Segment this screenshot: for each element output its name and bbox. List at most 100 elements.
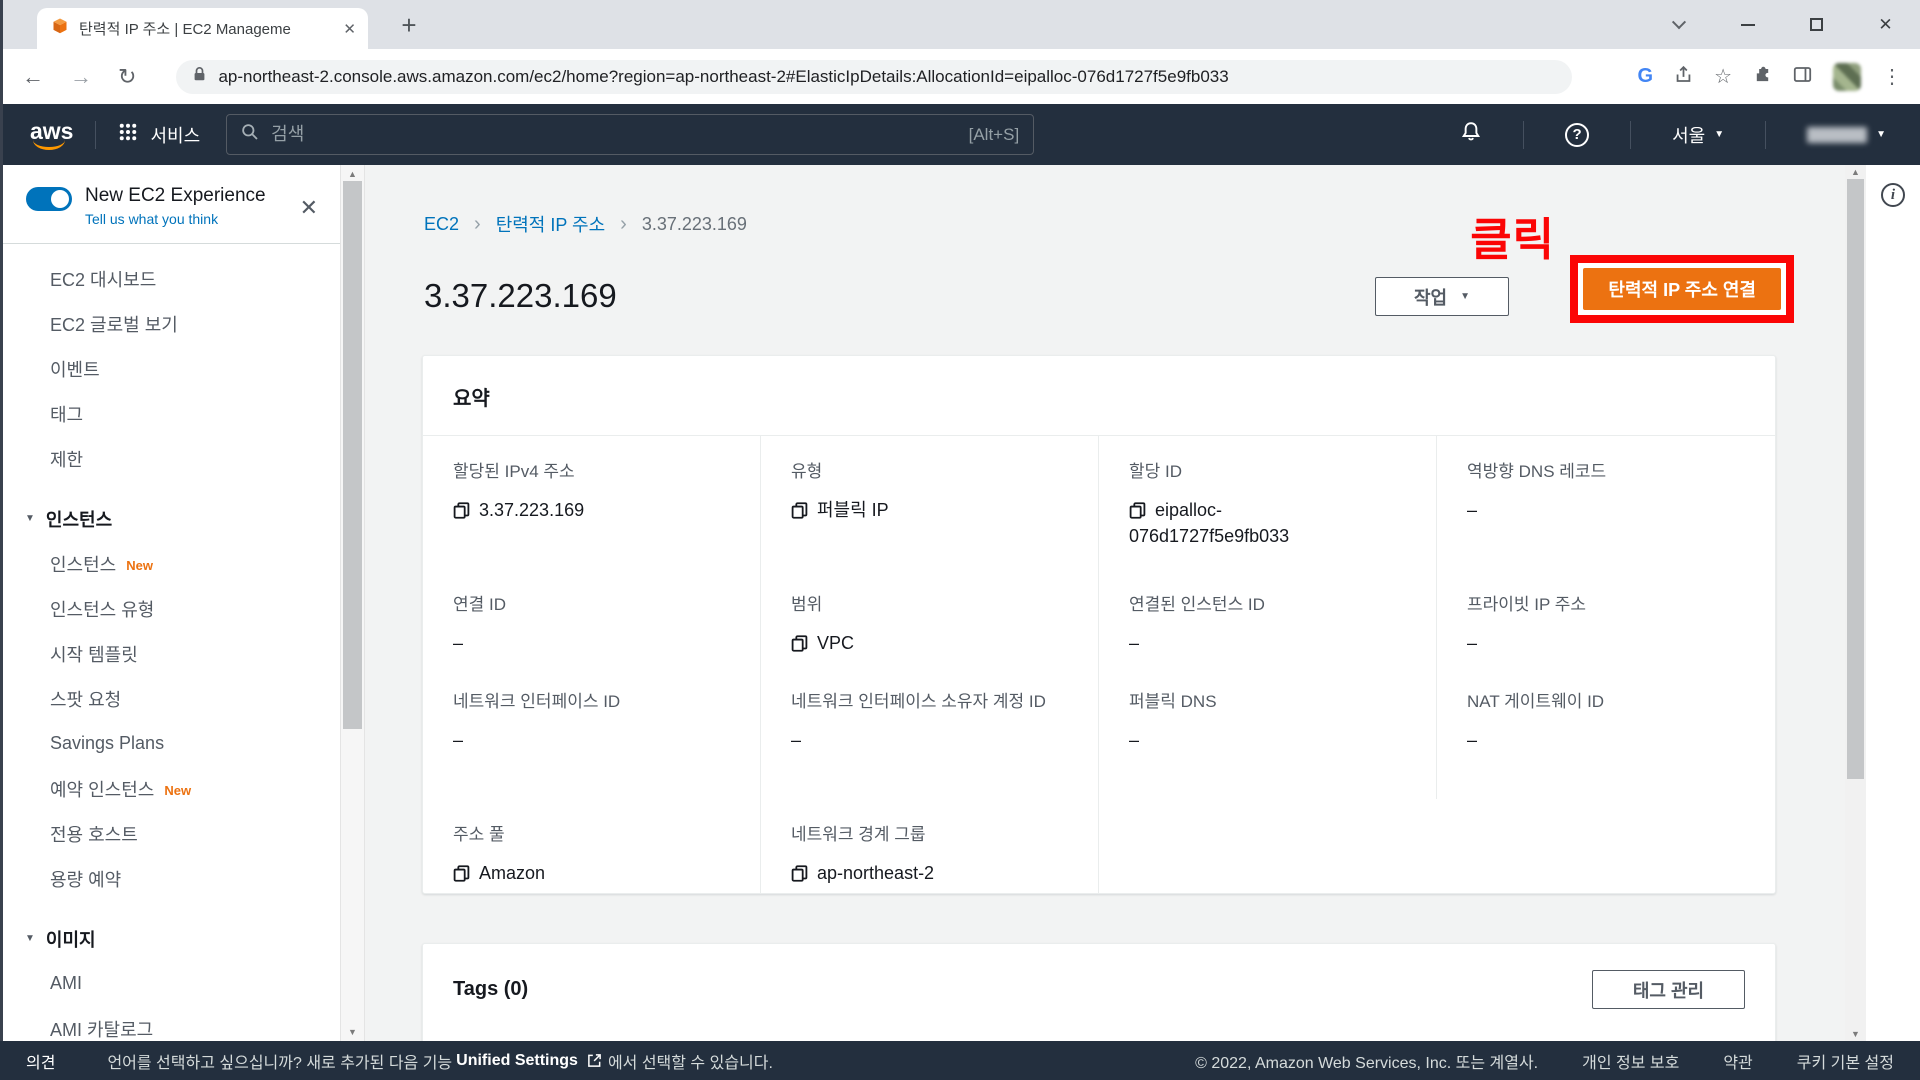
reload-icon[interactable]: ↻ — [118, 63, 137, 89]
address-bar[interactable]: ap-northeast-2.console.aws.amazon.com/ec… — [176, 59, 1573, 94]
help-icon[interactable]: ? — [1565, 122, 1590, 147]
scroll-down-icon[interactable]: ▼ — [1851, 1029, 1860, 1039]
field-private-ip: 프라이빗 IP 주소 – — [1467, 595, 1587, 653]
lock-icon — [192, 66, 207, 87]
main-scrollbar[interactable]: ▲ ▼ — [1845, 165, 1866, 1041]
search-input[interactable] — [271, 124, 957, 145]
new-experience-banner: New EC2 Experience Tell us what you thin… — [0, 165, 340, 244]
cookie-preferences-link[interactable]: 쿠키 기본 설정 — [1796, 1054, 1894, 1072]
field-type: 유형 퍼블릭 IP — [761, 436, 1099, 569]
copy-icon[interactable] — [791, 635, 808, 652]
privacy-link[interactable]: 개인 정보 보호 — [1582, 1054, 1680, 1072]
maximize-button[interactable] — [1782, 0, 1851, 49]
ec2-sidebar: New EC2 Experience Tell us what you thin… — [0, 165, 340, 1041]
sidebar-item-limits[interactable]: 제한 — [50, 449, 84, 470]
summary-card: 요약 할당된 IPv4 주소 3.37.223.169 유형 퍼블릭 IP 할당… — [422, 355, 1776, 894]
sidebar-item-capacity-reservations[interactable]: 용량 예약 — [50, 869, 122, 890]
back-icon[interactable]: ← — [22, 63, 44, 89]
copy-icon[interactable] — [453, 865, 470, 882]
region-label: 서울 — [1672, 125, 1706, 146]
tab-title: 탄력적 IP 주소 | EC2 Manageme — [79, 21, 291, 38]
field-association-id: 연결 ID – — [423, 569, 761, 666]
new-tab-button[interactable]: + — [401, 10, 417, 40]
notifications-bell-icon[interactable] — [1460, 121, 1482, 148]
scrollbar-thumb[interactable] — [1847, 179, 1864, 779]
sidebar-item-ami-catalog[interactable]: AMI 카탈로그 — [50, 1019, 154, 1040]
sidebar-item-ec2-global-view[interactable]: EC2 글로벌 보기 — [50, 314, 178, 335]
experience-toggle[interactable] — [26, 187, 72, 211]
region-selector[interactable]: 서울 ▼ — [1672, 122, 1724, 148]
browser-tab[interactable]: 탄력적 IP 주소 | EC2 Manageme ✕ — [37, 8, 368, 49]
sidebar-item-dedicated-hosts[interactable]: 전용 호스트 — [50, 824, 138, 845]
sidebar-item-reserved-instances[interactable]: 예약 인스턴스 New — [50, 779, 192, 800]
manage-tags-button[interactable]: 태그 관리 — [1592, 970, 1745, 1009]
aws-top-nav: aws 서비스 [Alt+S] ? 서울 ▼ — [0, 104, 1920, 165]
search-icon — [241, 123, 259, 146]
field-allocation-id: 할당 ID eipalloc-076d1727f5e9fb033 — [1099, 436, 1437, 569]
ec2-favicon-icon — [51, 17, 69, 40]
services-menu[interactable]: 서비스 — [118, 122, 200, 148]
account-menu[interactable]: ▼ — [1807, 126, 1886, 143]
section-caret-icon: ▼ — [25, 513, 35, 524]
associate-elastic-ip-button[interactable]: 탄력적 IP 주소 연결 — [1583, 268, 1781, 310]
sidebar-item-tags[interactable]: 태그 — [50, 404, 84, 425]
field-associated-instance-id: 연결된 인스턴스 ID – — [1099, 569, 1437, 666]
sidebar-close-icon[interactable]: ✕ — [299, 195, 318, 220]
tab-search-chevron-icon[interactable] — [1644, 0, 1713, 49]
sidebar-item-instance-types[interactable]: 인스턴스 유형 — [50, 599, 155, 620]
sidebar-item-events[interactable]: 이벤트 — [50, 359, 100, 380]
info-icon[interactable]: i — [1881, 183, 1905, 207]
browser-menu-kebab-icon[interactable]: ⋮ — [1882, 66, 1902, 88]
nav-divider — [1765, 120, 1767, 149]
services-grid-icon — [118, 122, 138, 147]
info-panel-strip: i — [1866, 165, 1920, 1041]
breadcrumb-elastic-ip[interactable]: 탄력적 IP 주소 — [495, 215, 606, 235]
forward-icon[interactable]: → — [70, 63, 92, 89]
sidebar-item-launch-templates[interactable]: 시작 템플릿 — [50, 644, 138, 665]
search-shortcut: [Alt+S] — [968, 124, 1020, 144]
minimize-button[interactable] — [1713, 0, 1782, 49]
breadcrumb-ec2[interactable]: EC2 — [424, 213, 460, 234]
extensions-puzzle-icon[interactable] — [1753, 65, 1772, 89]
sidebar-scrollbar[interactable]: ▲ ▼ — [340, 165, 365, 1041]
close-window-button[interactable]: ✕ — [1878, 14, 1893, 34]
scroll-up-icon[interactable]: ▲ — [1851, 167, 1860, 177]
sidebar-item-ami[interactable]: AMI — [50, 973, 83, 993]
copyright: © 2022, Amazon Web Services, Inc. 또는 계열사… — [1195, 1054, 1539, 1072]
sidebar-item-savings-plans[interactable]: Savings Plans — [50, 733, 165, 753]
aws-search-box[interactable]: [Alt+S] — [226, 114, 1035, 155]
sidebar-item-ec2-dashboard[interactable]: EC2 대시보드 — [50, 269, 157, 290]
feedback-link[interactable]: 의견 — [26, 1054, 56, 1072]
side-panel-icon[interactable] — [1793, 65, 1812, 89]
annotation-highlight-box: 탄력적 IP 주소 연결 — [1570, 255, 1794, 323]
profile-avatar[interactable] — [1833, 62, 1861, 91]
copy-icon[interactable] — [1129, 502, 1146, 519]
share-icon[interactable] — [1674, 65, 1693, 89]
experience-feedback-link[interactable]: Tell us what you think — [85, 211, 219, 227]
sidebar-section-images[interactable]: ▼ 이미지 — [25, 929, 96, 950]
tab-close-icon[interactable]: ✕ — [343, 20, 356, 38]
tags-card: Tags (0) 태그 관리 — [422, 943, 1776, 1041]
copy-icon[interactable] — [453, 502, 470, 519]
sidebar-item-instances[interactable]: 인스턴스 New — [50, 554, 153, 575]
bookmark-star-icon[interactable]: ☆ — [1714, 66, 1732, 88]
terms-link[interactable]: 약관 — [1723, 1054, 1753, 1072]
copy-icon[interactable] — [791, 865, 808, 882]
actions-dropdown-button[interactable]: 작업 ▼ — [1375, 277, 1509, 316]
breadcrumb-separator-icon: › — [620, 212, 627, 235]
services-label: 서비스 — [150, 125, 201, 146]
scrollbar-thumb[interactable] — [343, 181, 362, 729]
sidebar-section-instances[interactable]: ▼ 인스턴스 — [25, 509, 113, 530]
scroll-down-icon[interactable]: ▼ — [348, 1027, 357, 1037]
nav-divider — [95, 120, 97, 149]
main-content: EC2 › 탄력적 IP 주소 › 3.37.223.169 3.37.223.… — [366, 165, 1845, 1041]
sidebar-item-spot-requests[interactable]: 스팟 요청 — [50, 689, 122, 710]
scroll-up-icon[interactable]: ▲ — [348, 169, 357, 179]
unified-settings-link[interactable]: Unified Settings — [456, 1051, 578, 1069]
aws-logo[interactable]: aws — [30, 119, 73, 150]
copy-icon[interactable] — [791, 502, 808, 519]
field-network-border-group: 네트워크 경계 그룹 ap-northeast-2 — [761, 799, 1099, 893]
google-icon[interactable]: G — [1637, 65, 1654, 87]
field-public-dns: 퍼블릭 DNS – — [1099, 666, 1437, 799]
